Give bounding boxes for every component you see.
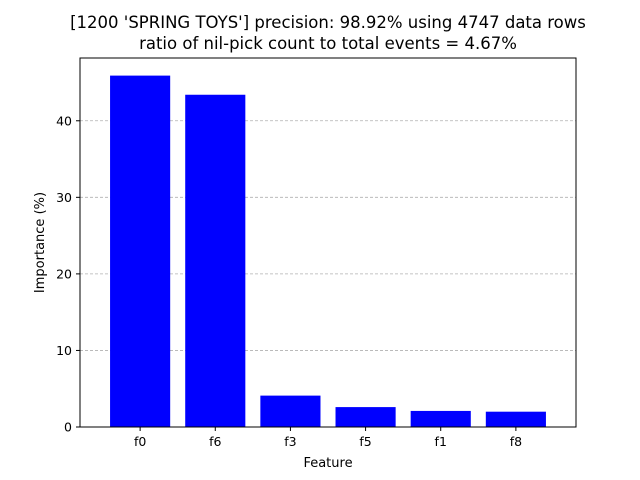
x-tick-label-f0: f0 xyxy=(134,434,146,449)
x-axis-label: Feature xyxy=(303,456,352,471)
x-tick-label-f8: f8 xyxy=(510,434,522,449)
y-axis-ticks: 0 10 20 30 40 xyxy=(56,113,80,435)
y-tick-label: 0 xyxy=(64,420,72,435)
plot-area-frame xyxy=(79,57,577,428)
y-tick-label: 40 xyxy=(56,113,72,128)
bar-f6 xyxy=(185,94,246,427)
x-tick-label-f6: f6 xyxy=(209,434,221,449)
bar-f0 xyxy=(110,75,171,428)
x-tick-label-f1: f1 xyxy=(435,434,447,449)
bar-f5 xyxy=(335,407,396,427)
y-tick-label: 20 xyxy=(56,266,72,281)
x-tick-label-f3: f3 xyxy=(284,434,296,449)
bar-f8 xyxy=(485,411,546,427)
chart-title-line-2: ratio of nil-pick count to total events … xyxy=(139,34,517,53)
bars xyxy=(110,75,546,428)
y-tick-label: 30 xyxy=(56,190,72,205)
x-tick-label-f5: f5 xyxy=(359,434,371,449)
y-tick-label: 10 xyxy=(56,343,72,358)
chart-title-line-1: [1200 'SPRING TOYS'] precision: 98.92% u… xyxy=(70,13,586,32)
x-axis-ticks: f0 f6 f3 f5 f1 f8 xyxy=(134,427,522,449)
bar-f1 xyxy=(410,410,471,427)
bar-f3 xyxy=(260,395,321,427)
y-axis-label: Importance (%) xyxy=(33,192,48,293)
